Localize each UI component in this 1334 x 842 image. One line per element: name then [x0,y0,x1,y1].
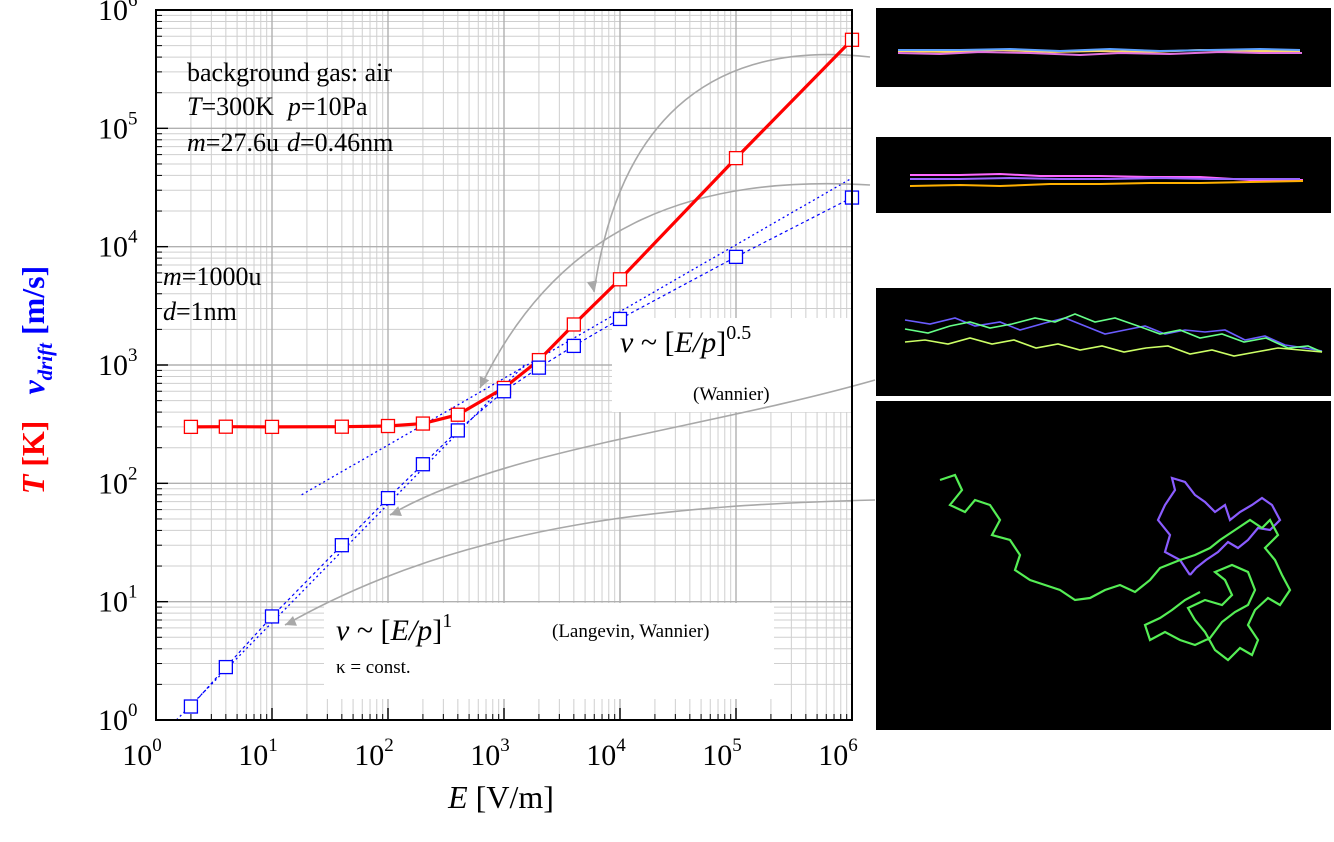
particle-mass: m=1000u [163,262,261,291]
gas-temperature-pressure: T=300K p=10Pa [187,92,368,121]
drift-velocity-marker [496,384,512,399]
pointer-arrow [389,379,876,516]
law-one-note: (Langevin, Wannier) [552,621,709,642]
temperature-marker [218,419,233,434]
temperature-marker [612,272,628,287]
y-tick-label: 106 [98,0,138,27]
arrow-head [479,376,490,388]
drift-velocity-marker [218,659,233,675]
data-markers [183,32,860,714]
p-var: p [286,92,301,121]
inset-4-path-a [1156,476,1282,576]
temperature-marker [334,419,349,434]
x-tick-label: 100 [122,735,162,772]
x-axis-title: E [V/m] [447,779,554,815]
arrow-head [285,616,297,626]
m-val: =27.6u [206,128,279,157]
axis-ticks [155,9,853,721]
pointer-arrow [284,499,876,626]
inset-trajectory-1 [876,8,1331,87]
law-half-annotation: v ~ [E/p]0.5 (Wannier) [620,322,770,405]
y-tick-labels: 100 101 102 103 104 105 106 [98,0,138,737]
particle-diameter: d=1nm [163,297,237,326]
inset-2-path-c [909,180,1304,188]
y-tick-label: 104 [98,227,138,264]
gas-annotation: background gas: air T=300K p=10Pa m=27.6u… [187,58,393,157]
law-one-kappa: κ = const. [336,657,411,678]
t-var: T [187,92,203,121]
svg-text:T [K]vdrift [m/s]: T [K]vdrift [m/s] [15,266,57,495]
y-tick-label: 105 [98,108,138,145]
inset-1-path-c [898,47,1301,53]
pointer-arrow [479,182,871,389]
law-one-box [324,603,774,699]
pm-var: m [163,262,182,291]
drift-velocity-marker [415,457,431,472]
inset-1-path-a [897,48,1300,54]
y-tick-label: 102 [98,463,138,500]
p-val: =10Pa [301,92,368,121]
inset-trajectory-3 [876,288,1331,396]
arrow-head [586,280,598,292]
drift-velocity-marker [612,311,628,327]
law-one-formula: v ~ [E/p]1 [336,610,452,647]
d-val: =0.46nm [300,128,393,157]
temperature-marker [728,150,744,166]
y-tick-label: 101 [98,582,138,619]
law-one-annotation: v ~ [E/p]1 (Langevin, Wannier) κ = const… [336,610,709,678]
fit-lines [175,177,853,721]
gas-line: background gas: air [187,58,392,87]
y-axis-title: T [K]vdrift [m/s] [15,266,57,495]
inset-4-path-b [939,473,1292,662]
temperature-marker [380,418,396,434]
inset-panels [876,8,1331,730]
inset-3-path-b [904,313,1323,353]
drift-velocity-marker [728,249,744,265]
x-tick-labels: 100 101 102 103 104 105 106 [122,735,858,772]
pm-val: =1000u [182,262,262,291]
inset-trajectory-4 [876,401,1331,730]
law-half-note: (Wannier) [693,384,770,405]
gas-mass-diameter: m=27.6u d=0.46nm [187,128,393,157]
inset-3-path-a [904,317,1323,352]
law-half-formula: v ~ [E/p]0.5 [620,322,751,359]
x-tick-label: 103 [470,735,510,772]
x-tick-label: 105 [702,735,742,772]
gray-arrows [284,53,876,626]
drift-velocity-marker [183,699,199,714]
drift-velocity-marker [566,338,581,354]
temperature-marker [183,419,199,435]
inset-1-path-b [897,50,1302,57]
drift-velocity-marker [264,609,280,624]
y-tick-label: 103 [98,345,138,382]
temperature-marker [450,407,465,422]
pointer-arrow [593,53,871,293]
pd-val: =1nm [176,297,237,326]
temperature-marker [264,419,280,435]
m-var: m [187,128,206,157]
d-var: d [287,128,301,157]
t-val: =300K [201,92,274,121]
inset-3-path-c [904,337,1323,357]
x-tick-label: 106 [818,735,858,772]
x-tick-label: 104 [586,735,626,772]
pd-var: d [163,297,177,326]
drift-velocity-marker [450,423,465,438]
temperature-marker [566,317,581,332]
drift-velocity-marker [380,490,396,506]
temperature-marker [415,416,431,431]
x-tick-label: 101 [238,735,278,772]
drift-velocity-marker [334,538,349,553]
y-tick-label: 100 [98,700,138,737]
drift-velocity-marker [531,360,547,375]
inset-2-path-b [910,176,1300,180]
x-tick-label: 102 [354,735,394,772]
arrow-head [390,506,402,516]
fit-line [301,177,853,496]
particle-annotation: m=1000u d=1nm [163,262,261,326]
